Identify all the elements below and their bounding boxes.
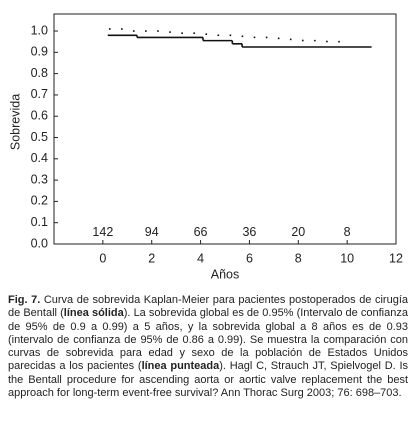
at-risk-label: 36 xyxy=(242,225,256,239)
y-tick-label: 0.7 xyxy=(31,87,48,101)
y-tick-label: 0.6 xyxy=(31,109,48,123)
x-axis-label: Años xyxy=(211,267,240,281)
y-tick-label: 1.0 xyxy=(31,23,48,37)
y-tick-label: 0.9 xyxy=(31,45,48,59)
at-risk-label: 94 xyxy=(145,225,159,239)
plot-frame xyxy=(53,13,397,245)
y-tick-label: 0.2 xyxy=(31,194,48,208)
caption-segment: Curva de sobrevida Kaplan-Meier para pac… xyxy=(8,294,408,320)
y-tick-label: 0.8 xyxy=(31,66,48,80)
at-risk-label: 142 xyxy=(92,225,113,239)
x-tick-label: 12 xyxy=(389,251,403,265)
caption-segment: ). La sobrevida global es de 0.95% (Inte… xyxy=(8,307,408,373)
dotted-line xyxy=(108,28,342,43)
y-tick-label: 0.4 xyxy=(31,151,48,165)
caption-segment: ). Hagl C, Strauch JT, Spielvogel D. Is … xyxy=(8,360,409,400)
y-tick-label: 0.1 xyxy=(31,215,48,229)
caption-segment: línea punteada xyxy=(141,360,220,373)
y-tick-label: 0.5 xyxy=(31,130,48,144)
y-axis-label: Sobrevida xyxy=(8,94,22,150)
caption-segment: Fig. 7. xyxy=(8,294,41,306)
x-tick-label: 6 xyxy=(246,251,253,265)
at-risk-label: 8 xyxy=(344,225,351,239)
x-tick-label: 10 xyxy=(340,251,354,265)
x-tick-label: 8 xyxy=(295,251,302,265)
y-tick-label: 0.3 xyxy=(31,172,48,186)
x-tick-label: 4 xyxy=(197,251,204,265)
y-tick-label: 0.0 xyxy=(31,236,48,250)
caption-segment: línea sólida xyxy=(63,307,124,320)
x-tick-label: 2 xyxy=(148,251,155,265)
at-risk-label: 66 xyxy=(194,225,208,239)
caption: Fig. 7. Curva de sobrevida Kaplan-Meier … xyxy=(8,294,408,400)
chart: Sobrevida Años 0.0 0.1 0.2 0.3 0.4 0.5 0.6 0.7 0… xyxy=(8,13,403,281)
x-tick-label: 0 xyxy=(99,251,106,265)
at-risk-label: 20 xyxy=(291,225,305,239)
